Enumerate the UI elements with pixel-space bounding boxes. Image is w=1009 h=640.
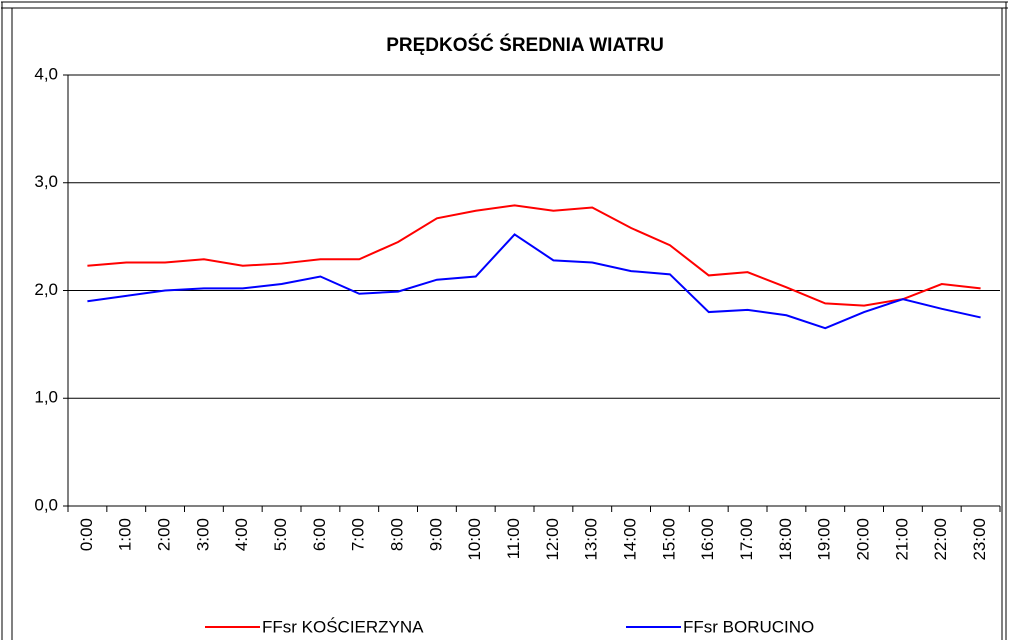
x-tick-label: 20:00 [854, 518, 873, 561]
x-tick-label: 5:00 [271, 518, 290, 551]
x-tick-label: 18:00 [776, 518, 795, 561]
x-tick-label: 2:00 [155, 518, 174, 551]
x-tick-label: 7:00 [349, 518, 368, 551]
chart-title: PRĘDKOŚĆ ŚREDNIA WIATRU [386, 34, 664, 56]
x-tick-label: 1:00 [116, 518, 135, 551]
x-tick-label: 0:00 [77, 518, 96, 551]
x-tick-label: 9:00 [426, 518, 445, 551]
y-tick-label: 0,0 [34, 495, 58, 514]
y-tick-label: 1,0 [34, 388, 58, 407]
x-tick-label: 23:00 [970, 518, 989, 561]
y-tick-label: 4,0 [34, 64, 58, 83]
series-line [87, 233, 981, 330]
x-tick-label: 22:00 [931, 518, 950, 561]
x-tick-label: 16:00 [698, 518, 717, 561]
x-tick-label: 8:00 [388, 518, 407, 551]
x-tick-label: 10:00 [465, 518, 484, 561]
x-tick-label: 13:00 [582, 518, 601, 561]
x-tick-label: 12:00 [543, 518, 562, 561]
x-tick-label: 3:00 [193, 518, 212, 551]
y-tick-label: 2,0 [34, 280, 58, 299]
series-line [87, 204, 981, 307]
x-tick-label: 15:00 [659, 518, 678, 561]
y-tick-label: 3,0 [34, 172, 58, 191]
x-tick-label: 19:00 [815, 518, 834, 561]
x-tick-label: 6:00 [310, 518, 329, 551]
x-tick-label: 21:00 [892, 518, 911, 561]
legend-label: FFsr KOŚCIERZYNA [262, 617, 424, 636]
legend-label: FFsr BORUCINO [683, 617, 814, 636]
x-tick-label: 11:00 [504, 518, 523, 559]
x-tick-label: 4:00 [232, 518, 251, 551]
x-tick-label: 17:00 [737, 518, 756, 561]
x-tick-label: 14:00 [621, 518, 640, 561]
